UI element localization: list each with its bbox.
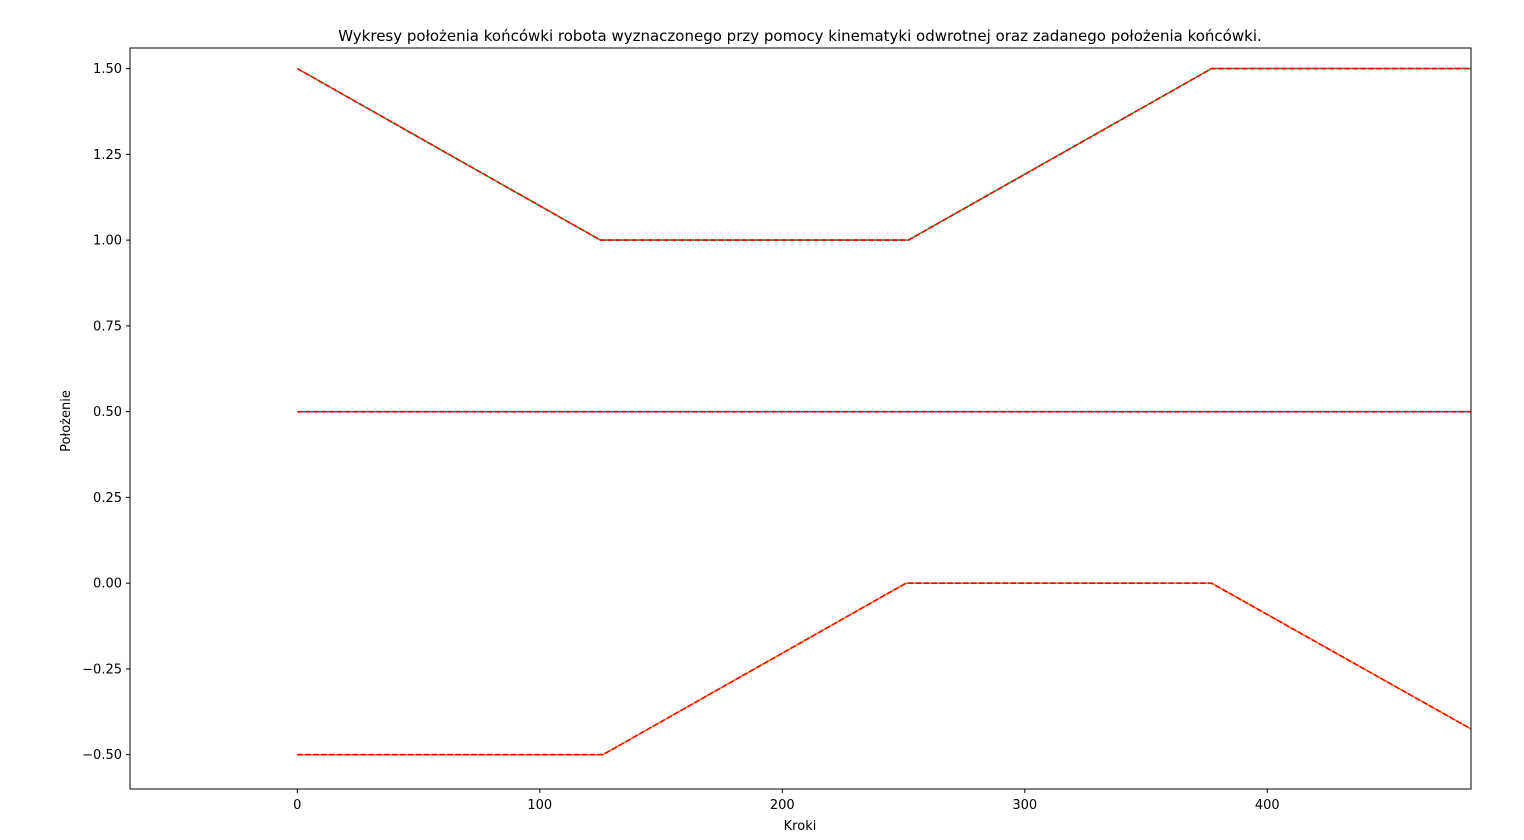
chart-title: Wykresy położenia końcówki robota wyznac… [338, 27, 1262, 45]
x-tick-label: 400 [1255, 798, 1280, 813]
plot-frame [129, 47, 1472, 790]
y-tick-label: 1.25 [93, 148, 122, 163]
y-tick-label: 1.50 [93, 62, 122, 77]
x-tick-label: 0 [293, 798, 301, 813]
y-tick-label: 0.25 [93, 491, 122, 506]
x-tick-label: 300 [1012, 798, 1037, 813]
y-axis: −0.50 −0.25 0.00 0.25 0.50 0.75 1.00 1.25 1.50 [82, 62, 130, 763]
y-tick-label: −0.25 [82, 662, 122, 677]
series-line-target-1 [296, 67, 1471, 241]
series-line-computed-4 [297, 582, 1471, 756]
x-axis-label: Kroki [784, 819, 817, 834]
y-tick-label: 1.00 [93, 234, 122, 249]
y-axis-label: Położenie [59, 390, 74, 452]
y-tick-label: −0.50 [82, 748, 122, 763]
y-tick-label: 0.50 [93, 405, 122, 420]
y-tick-label: 0.00 [93, 577, 122, 592]
x-tick-label: 100 [527, 798, 552, 813]
x-tick-label: 200 [770, 798, 795, 813]
y-tick-label: 0.75 [93, 319, 122, 334]
series-layer [296, 67, 1471, 756]
x-axis: 0 100 200 300 400 [293, 789, 1280, 813]
